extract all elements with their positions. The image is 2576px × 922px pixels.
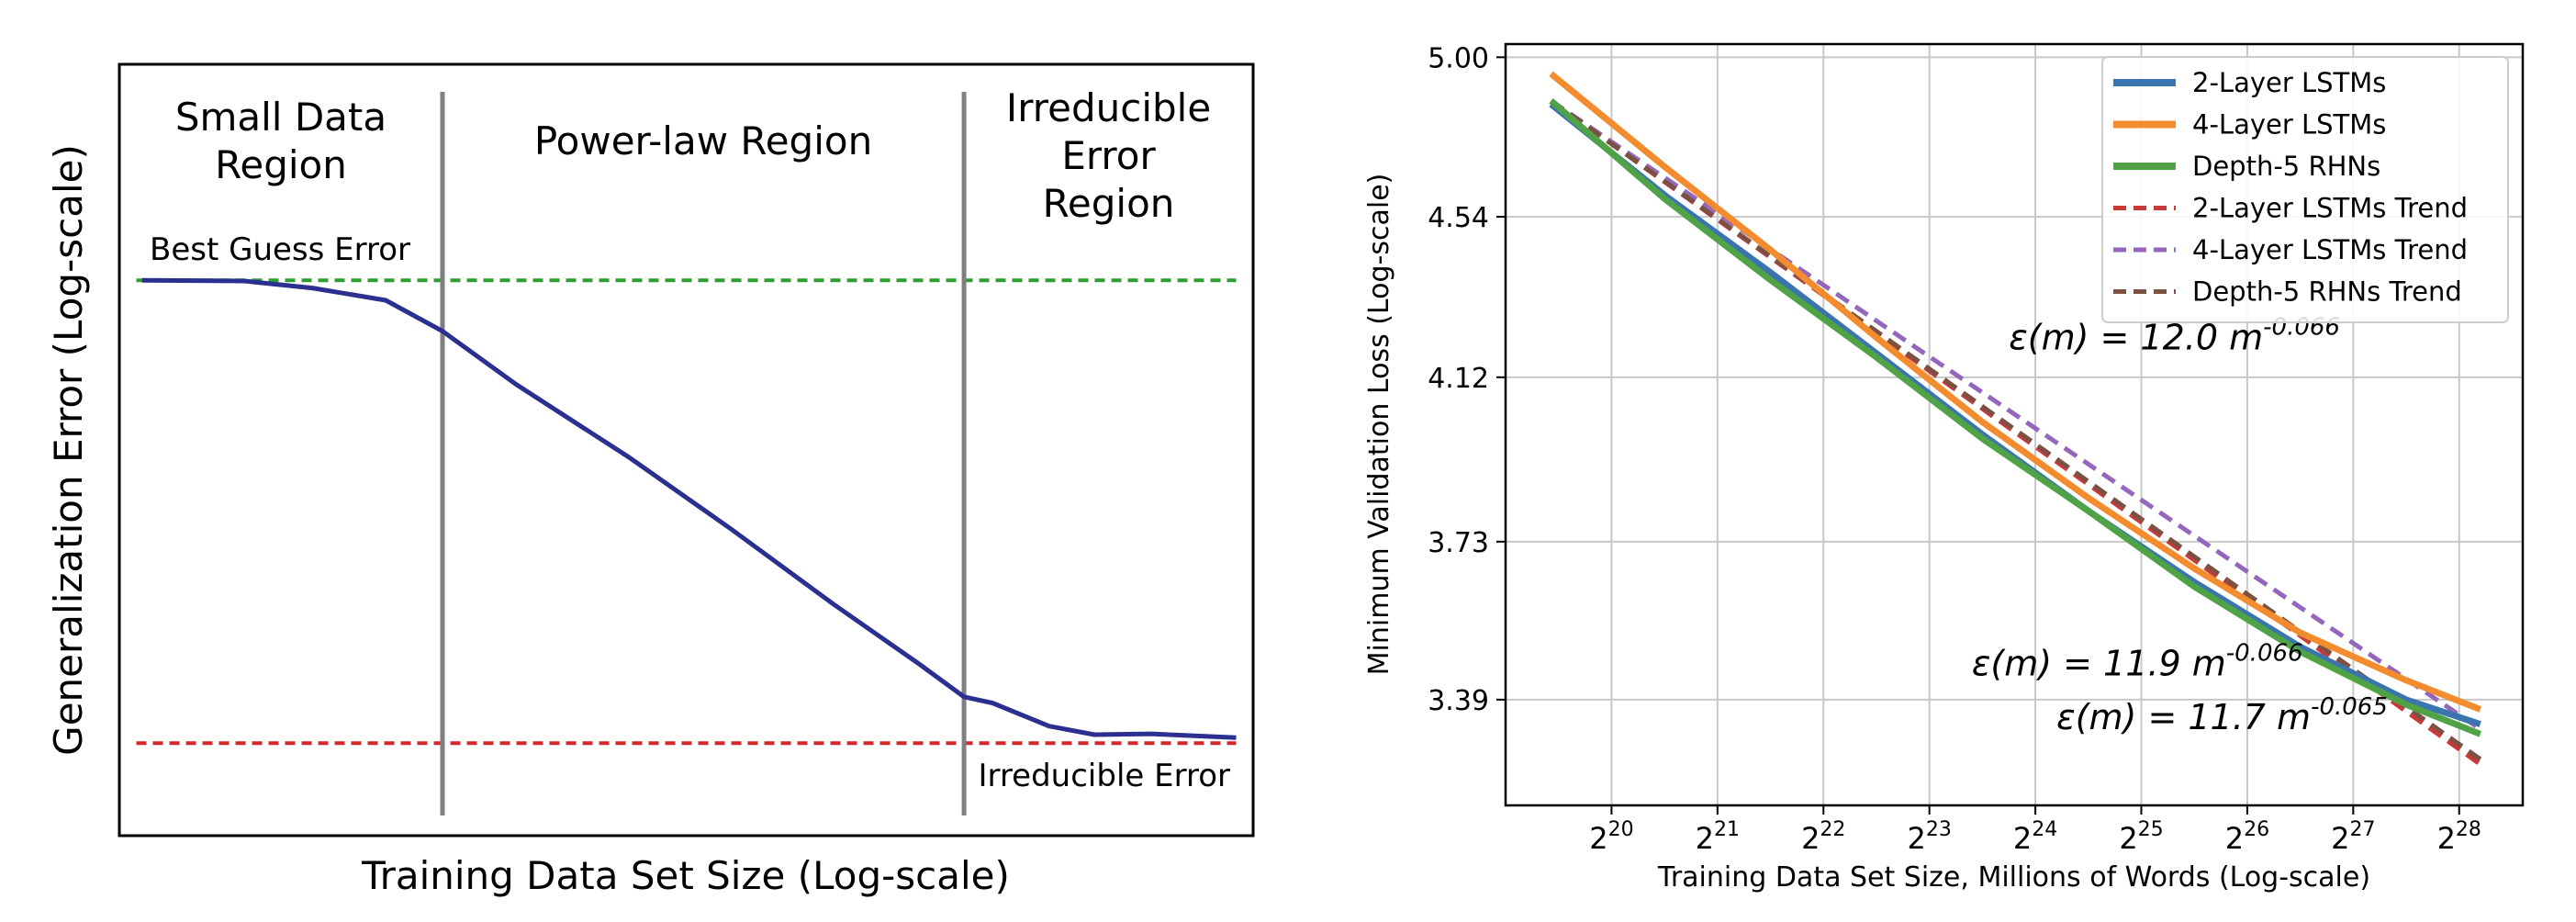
x-tick-label: 222 xyxy=(1801,818,1845,856)
x-tick-label: 228 xyxy=(2437,818,2481,856)
region-label-irreducible: Irreducible Error Region xyxy=(1006,85,1211,226)
series-depth-5-rhns xyxy=(1549,98,2482,737)
right-x-axis-label: Training Data Set Size, Millions of Word… xyxy=(1657,861,2370,894)
legend-box xyxy=(2101,56,2509,323)
y-tick-label: 4.54 xyxy=(1428,202,1489,234)
x-tick-label: 221 xyxy=(1696,818,1740,856)
legend-label: 2-Layer LSTMs Trend xyxy=(2192,193,2468,224)
right-y-axis-label: Minimum Validation Loss (Log-scale) xyxy=(1363,174,1395,676)
series-depth-5-rhns-trend xyxy=(1550,98,2482,761)
legend-label: Depth-5 RHNs Trend xyxy=(2192,276,2462,308)
region-label-power-law: Power-law Region xyxy=(534,118,872,163)
region-label-small-data: Small Data Region xyxy=(175,95,386,187)
irreducible-error-label: Irreducible Error xyxy=(979,758,1230,794)
series-4-layer-lstms-trend xyxy=(1550,98,2482,732)
y-tick-label: 4.12 xyxy=(1428,363,1489,395)
x-tick-label: 227 xyxy=(2331,818,2375,856)
legend: 2-Layer LSTMs 4-Layer LSTMs Depth-5 RHNs 2-… xyxy=(2101,56,2509,323)
x-tick-label: 225 xyxy=(2119,818,2163,856)
left-chart: Small Data Region Power-law Region Irreduci… xyxy=(46,62,1255,898)
legend-label: 4-Layer LSTMs xyxy=(2192,109,2386,141)
legend-label: 4-Layer LSTMs Trend xyxy=(2192,234,2468,265)
left-y-axis-label: Generalization Error (Log-scale) xyxy=(46,144,91,756)
annotation-trend-2layer: ε(m) = 11.9 m-0.066 xyxy=(1972,640,2303,684)
legend-label: Depth-5 RHNs xyxy=(2192,151,2380,182)
y-tick-label: 5.00 xyxy=(1428,42,1489,74)
x-tick-label: 220 xyxy=(1589,818,1633,856)
y-tick-label: 3.39 xyxy=(1428,685,1489,717)
x-tick-label: 223 xyxy=(1907,818,1951,856)
series-generalization-error xyxy=(141,277,1237,740)
y-tick-label: 3.73 xyxy=(1428,527,1489,559)
right-chart: 220 221 222 223 224 225 226 227 228 5.00 4.54 4.12… xyxy=(1363,42,2525,894)
series-4-layer-lstms xyxy=(1549,71,2482,713)
annotation-trend-rhn: ε(m) = 11.7 m-0.065 xyxy=(2056,693,2388,737)
legend-label: 2-Layer LSTMs xyxy=(2192,67,2386,98)
x-tick-label: 226 xyxy=(2225,818,2269,856)
left-x-axis-label: Training Data Set Size (Log-scale) xyxy=(361,853,1010,898)
best-guess-error-label: Best Guess Error xyxy=(150,231,410,268)
left-plot-frame xyxy=(118,62,1255,838)
x-tick-label: 224 xyxy=(2013,818,2057,856)
right-plot-frame xyxy=(1504,42,2525,807)
